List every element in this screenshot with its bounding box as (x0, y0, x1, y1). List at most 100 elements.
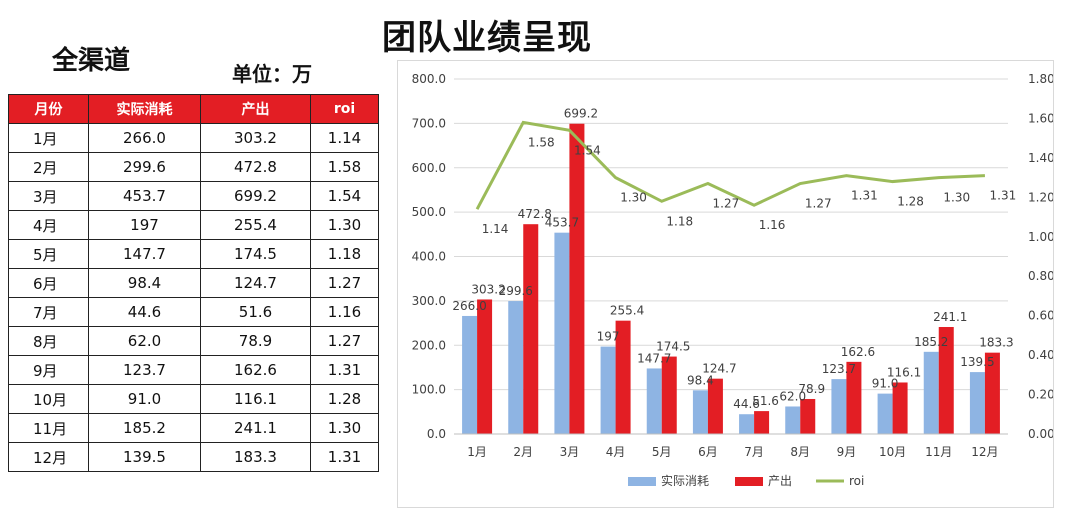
y-tick-label: 400.0 (412, 250, 446, 264)
table-row: 1月 266.0 303.2 1.14 (8, 123, 379, 153)
legend-item-roi-label: roi (849, 474, 864, 488)
data-label-spend: 91.0 (872, 377, 899, 391)
bar-output (661, 356, 677, 434)
cell-spend: 185.2 (88, 413, 201, 443)
roi-line (475, 120, 985, 210)
cell-roi: 1.28 (310, 384, 379, 414)
bar-spend (554, 232, 570, 434)
y-tick-label: 100.0 (412, 383, 446, 397)
cell-spend: 453.7 (88, 181, 201, 211)
data-label-roi: 1.31 (851, 189, 878, 203)
data-label-output: 116.1 (887, 365, 921, 379)
data-label-output: 78.9 (798, 382, 825, 396)
cell-roi: 1.27 (310, 268, 379, 298)
chart-container: 0.0 100.0 200.0 300.0 400.0 500.0 600.0 700.0 80… (397, 60, 1055, 508)
bar-spend (692, 390, 708, 434)
cell-roi: 1.31 (310, 355, 379, 385)
legend-item-spend-swatch (628, 477, 656, 486)
data-label-roi: 1.31 (990, 189, 1017, 203)
cell-roi: 1.31 (310, 442, 379, 472)
cell-output: 116.1 (200, 384, 311, 414)
table-row: 7月 44.6 51.6 1.16 (8, 297, 379, 327)
cell-roi: 1.54 (310, 181, 379, 211)
bar-output (615, 320, 631, 434)
data-label-spend: 299.6 (499, 284, 533, 298)
x-tick-label: 3月 (560, 445, 580, 459)
data-label-output: 183.3 (979, 336, 1013, 350)
cell-month: 8月 (8, 326, 89, 356)
data-label-spend: 98.4 (687, 373, 714, 387)
bar-spend (831, 379, 847, 434)
cell-spend: 266.0 (88, 123, 201, 153)
data-label-output: 255.4 (610, 304, 644, 318)
header-month: 月份 (8, 94, 89, 124)
cell-month: 3月 (8, 181, 89, 211)
data-label-spend: 62.0 (779, 389, 806, 403)
cell-output: 174.5 (200, 239, 311, 269)
data-label-output: 124.7 (702, 362, 736, 376)
data-label-spend: 44.6 (733, 397, 760, 411)
header-output: 产出 (200, 94, 311, 124)
bar-spend (508, 301, 524, 434)
cell-output: 124.7 (200, 268, 311, 298)
x-tick-label: 2月 (513, 445, 533, 459)
data-label-output: 699.2 (564, 107, 598, 121)
legend-item-output-label: 产出 (768, 474, 792, 488)
cell-spend: 123.7 (88, 355, 201, 385)
y2-tick-label: 1.80 (1028, 72, 1053, 86)
data-label-roi: 1.16 (759, 218, 786, 232)
table-body: 1月 266.0 303.2 1.14 2月 299.6 472.8 1.58 3月 453.7 6… (8, 123, 379, 472)
table-header-row: 月份 实际消耗 产出 roi (8, 94, 379, 124)
bar-output (707, 378, 723, 434)
table-row: 6月 98.4 124.7 1.27 (8, 268, 379, 298)
cell-spend: 197 (88, 210, 201, 240)
cell-output: 255.4 (200, 210, 311, 240)
cell-month: 2月 (8, 152, 89, 182)
data-label-output: 174.5 (656, 340, 690, 354)
cell-output: 303.2 (200, 123, 311, 153)
data-label-output: 303.2 (471, 282, 505, 296)
cell-month: 4月 (8, 210, 89, 240)
cell-month: 5月 (8, 239, 89, 269)
data-label-spend: 266.0 (452, 299, 486, 313)
bar-output (846, 361, 862, 434)
y-tick-label: 700.0 (412, 116, 446, 130)
cell-month: 6月 (8, 268, 89, 298)
cell-spend: 139.5 (88, 442, 201, 472)
cell-roi: 1.30 (310, 210, 379, 240)
data-label-output: 241.1 (933, 310, 967, 324)
bar-spend (877, 393, 893, 434)
table-row: 5月 147.7 174.5 1.18 (8, 239, 379, 269)
bar-spend (646, 368, 662, 434)
data-label-output: 51.6 (752, 394, 779, 408)
data-label-spend: 453.7 (545, 216, 579, 230)
cell-spend: 91.0 (88, 384, 201, 414)
y-tick-label: 600.0 (412, 161, 446, 175)
y2-tick-label: 0.00 (1028, 427, 1053, 441)
y-tick-label: 800.0 (412, 72, 446, 86)
x-tick-label: 9月 (837, 445, 857, 459)
cell-month: 10月 (8, 384, 89, 414)
table-row: 8月 62.0 78.9 1.27 (8, 326, 379, 356)
bar-output (938, 327, 954, 434)
y-tick-label: 500.0 (412, 205, 446, 219)
x-tick-label: 12月 (971, 445, 998, 459)
cell-month: 7月 (8, 297, 89, 327)
y2-tick-label: 1.40 (1028, 151, 1053, 165)
bar-spend (739, 414, 755, 434)
bar-spend (462, 315, 478, 434)
y2-tick-label: 0.80 (1028, 269, 1053, 283)
bar-output (523, 224, 539, 434)
y-tick-label: 200.0 (412, 338, 446, 352)
table-row: 9月 123.7 162.6 1.31 (8, 355, 379, 385)
bar-output (800, 398, 816, 434)
cell-month: 1月 (8, 123, 89, 153)
table-row: 3月 453.7 699.2 1.54 (8, 181, 379, 211)
cell-output: 78.9 (200, 326, 311, 356)
bar-output (569, 123, 585, 435)
bar-output (477, 299, 493, 434)
header-spend: 实际消耗 (88, 94, 201, 124)
data-label-roi: 1.58 (528, 135, 555, 149)
data-label-roi: 1.27 (805, 197, 832, 211)
y2-tick-label: 0.40 (1028, 348, 1053, 362)
